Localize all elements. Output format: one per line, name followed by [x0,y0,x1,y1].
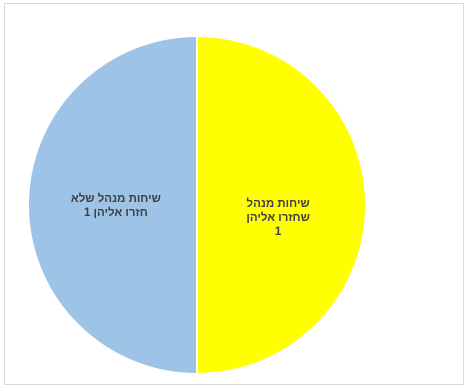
slice-label-line: חזרו אליהן 1 [84,206,148,219]
pie-labels: שיחות מנהל שחזרו אליהן 1 שיחות מנהל שלא חזרו… [71,192,310,238]
slice-label-1: שיחות מנהל שחזרו אליהן 1 [246,197,309,238]
slice-label-line: 1 [275,226,282,238]
slice-label-line: שחזרו אליהן [246,211,309,224]
pie-slice-2 [27,34,198,376]
pie-slice-1 [196,34,367,376]
slice-label-line: שיחות מנהל [247,197,310,210]
slice-label-line: שיחות מנהל שלא [71,192,161,205]
pie-slices [27,34,367,376]
slice-label-2: שיחות מנהל שלא חזרו אליהן 1 [71,192,161,219]
